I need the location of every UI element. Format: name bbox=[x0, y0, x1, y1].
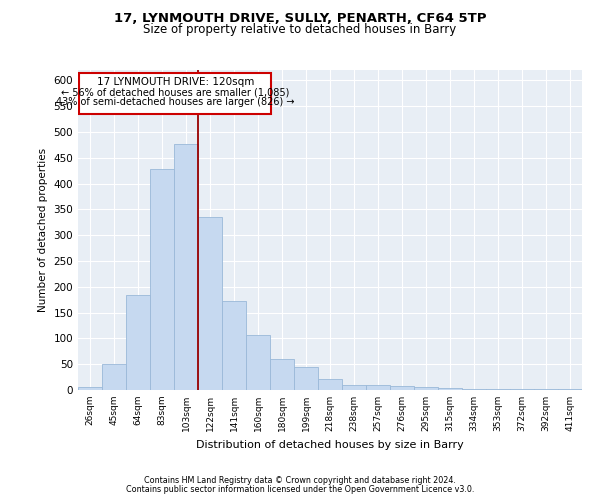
Text: Contains HM Land Registry data © Crown copyright and database right 2024.: Contains HM Land Registry data © Crown c… bbox=[144, 476, 456, 485]
Bar bbox=[438, 388, 462, 390]
Bar bbox=[78, 388, 102, 390]
Text: 17 LYNMOUTH DRIVE: 120sqm: 17 LYNMOUTH DRIVE: 120sqm bbox=[97, 77, 254, 87]
Bar bbox=[102, 364, 126, 390]
Bar bbox=[126, 294, 150, 390]
Text: Size of property relative to detached houses in Barry: Size of property relative to detached ho… bbox=[143, 22, 457, 36]
Bar bbox=[294, 368, 318, 390]
Bar bbox=[366, 385, 390, 390]
Text: Contains public sector information licensed under the Open Government Licence v3: Contains public sector information licen… bbox=[126, 484, 474, 494]
Bar bbox=[222, 301, 246, 390]
Bar bbox=[342, 385, 366, 390]
Bar bbox=[174, 144, 198, 390]
Bar bbox=[198, 216, 222, 390]
FancyBboxPatch shape bbox=[79, 73, 271, 114]
Text: 17, LYNMOUTH DRIVE, SULLY, PENARTH, CF64 5TP: 17, LYNMOUTH DRIVE, SULLY, PENARTH, CF64… bbox=[114, 12, 486, 26]
Bar bbox=[270, 359, 294, 390]
Text: ← 56% of detached houses are smaller (1,085): ← 56% of detached houses are smaller (1,… bbox=[61, 88, 289, 98]
Bar bbox=[462, 389, 486, 390]
Bar bbox=[414, 388, 438, 390]
Y-axis label: Number of detached properties: Number of detached properties bbox=[38, 148, 48, 312]
Bar bbox=[246, 335, 270, 390]
Text: 43% of semi-detached houses are larger (826) →: 43% of semi-detached houses are larger (… bbox=[56, 97, 295, 107]
Bar bbox=[486, 389, 510, 390]
Bar bbox=[318, 378, 342, 390]
Bar bbox=[150, 169, 174, 390]
Bar bbox=[390, 386, 414, 390]
X-axis label: Distribution of detached houses by size in Barry: Distribution of detached houses by size … bbox=[196, 440, 464, 450]
